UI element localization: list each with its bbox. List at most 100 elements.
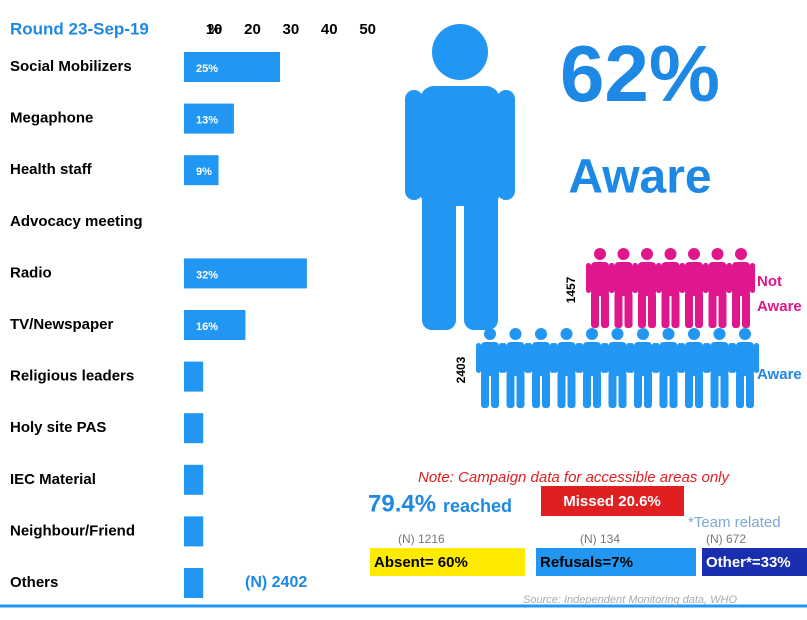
bar	[184, 52, 280, 82]
not-aware-label: Not	[757, 273, 782, 290]
leg	[593, 372, 601, 408]
arm	[552, 343, 558, 373]
pictogram-person	[578, 328, 606, 408]
arm	[654, 343, 660, 373]
leg	[618, 372, 627, 408]
body	[583, 342, 601, 376]
category-label: TV/Newspaper	[10, 316, 114, 333]
reason-box	[370, 548, 525, 576]
category-label: Health staff	[10, 161, 93, 178]
not-aware-count: 1457	[564, 276, 578, 303]
pictogram-person	[609, 248, 638, 328]
leg	[732, 292, 740, 328]
arm	[603, 343, 609, 373]
leg	[648, 292, 656, 328]
bar	[184, 310, 246, 340]
arm	[476, 343, 481, 373]
body	[638, 262, 656, 296]
reached-value: 79.4%	[368, 490, 436, 517]
aware-label: Aware	[568, 151, 711, 204]
leg	[532, 372, 540, 408]
body	[685, 262, 703, 296]
team-note: *Team related	[688, 514, 781, 531]
pictogram-person	[629, 328, 657, 408]
pictogram-person	[680, 328, 708, 408]
leg	[661, 292, 670, 328]
leg	[685, 292, 693, 328]
leg	[614, 292, 623, 328]
head	[586, 328, 598, 340]
category-label: Advocacy meeting	[10, 213, 143, 230]
arm	[754, 343, 759, 373]
category-label: Religious leaders	[10, 368, 134, 385]
bar	[184, 361, 204, 392]
value-label: 25%	[196, 63, 218, 75]
chart-title: Round 23-Sep-19	[10, 19, 149, 38]
pictogram-person	[476, 328, 504, 408]
body	[591, 262, 609, 296]
leg	[695, 292, 703, 328]
head	[560, 328, 573, 340]
body	[708, 262, 727, 296]
body	[557, 342, 576, 376]
aware-percent: 62%	[560, 29, 720, 118]
body	[661, 262, 680, 296]
leg	[718, 292, 727, 328]
not-aware-label: Aware	[757, 298, 802, 315]
pictogram-person	[654, 328, 683, 408]
leg	[542, 372, 550, 408]
pictogram-person	[527, 328, 555, 408]
missed-box	[541, 486, 684, 516]
bar	[184, 155, 219, 186]
reason-label: Other*=33%	[706, 554, 791, 571]
reason-box	[536, 548, 696, 576]
reason-n: (N) 134	[580, 532, 620, 546]
arm	[527, 343, 532, 373]
leg	[608, 372, 617, 408]
body	[614, 262, 633, 296]
head	[484, 328, 496, 340]
head	[664, 248, 677, 260]
source: Source: Independent Monitoring data, WHO	[523, 594, 737, 606]
pictogram-person	[552, 328, 581, 408]
pictogram-person	[705, 328, 734, 408]
head	[735, 248, 747, 260]
leg	[557, 372, 566, 408]
head	[611, 328, 624, 340]
reason-label: Refusals=7%	[540, 554, 633, 571]
pictogram-person	[727, 248, 755, 328]
category-label: Social Mobilizers	[10, 58, 132, 75]
bar	[184, 464, 204, 495]
head	[509, 328, 522, 340]
body	[608, 342, 627, 376]
arm	[629, 343, 634, 373]
head	[641, 248, 653, 260]
aware-pictogram	[476, 328, 759, 408]
head	[594, 248, 606, 260]
leg	[671, 292, 680, 328]
pictogram-person	[731, 328, 759, 408]
body	[481, 342, 499, 376]
bar	[184, 568, 204, 598]
body	[685, 342, 703, 376]
aware-count: 2403	[454, 356, 468, 383]
category-label: IEC Material	[10, 471, 96, 488]
x-tick-label: 40	[321, 21, 338, 38]
pictogram-person	[680, 248, 708, 328]
leg	[659, 372, 668, 408]
head	[637, 328, 649, 340]
x-axis-label: %	[208, 21, 221, 38]
leg	[644, 372, 652, 408]
value-label: 9%	[196, 166, 212, 178]
category-label: Megaphone	[10, 110, 93, 127]
arm	[633, 263, 638, 293]
leg	[720, 372, 729, 408]
leg	[491, 372, 499, 408]
body	[634, 342, 652, 376]
category-label: Holy site PAS	[10, 419, 106, 436]
x-tick-label: 30	[283, 21, 300, 38]
value-label: 32%	[196, 269, 218, 281]
pictogram-person	[501, 328, 530, 408]
